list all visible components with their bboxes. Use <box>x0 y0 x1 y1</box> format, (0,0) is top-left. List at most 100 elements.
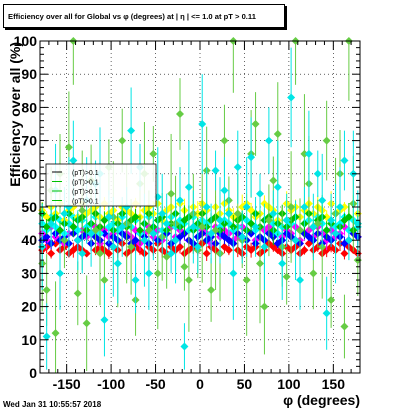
data-point <box>273 129 282 138</box>
data-point <box>109 242 118 251</box>
data-point <box>309 269 318 278</box>
data-point <box>269 209 278 218</box>
data-point <box>198 222 207 231</box>
data-point <box>220 186 229 195</box>
data-point <box>220 136 229 145</box>
data-point <box>300 203 309 211</box>
data-point <box>82 319 91 328</box>
data-point <box>131 236 140 245</box>
data-point <box>87 229 96 238</box>
data-point <box>47 219 56 228</box>
y-tick-label: 60 <box>21 166 37 182</box>
data-point <box>256 189 264 198</box>
data-point <box>207 286 216 294</box>
data-point <box>189 222 198 231</box>
data-point <box>229 269 238 278</box>
data-point <box>256 259 264 268</box>
legend-entry-label: (pT)>0.1 <box>72 180 99 187</box>
data-point <box>144 269 153 278</box>
data-point <box>100 276 109 285</box>
data-point <box>340 156 349 165</box>
data-point <box>207 229 216 238</box>
x-tick-label: -50 <box>145 376 165 392</box>
data-point <box>282 216 291 225</box>
y-tick-label: 50 <box>21 199 37 215</box>
data-point <box>42 232 51 241</box>
data-point <box>300 246 309 255</box>
grid-lines <box>40 41 360 373</box>
data-point <box>238 232 247 241</box>
legend-entry-label: (pT)>0.1 <box>72 189 99 196</box>
data-point <box>287 93 296 102</box>
data-point <box>344 212 353 221</box>
data-point <box>131 276 140 285</box>
y-tick-label: 100 <box>14 33 38 49</box>
data-point <box>100 229 109 238</box>
data-point <box>140 236 149 245</box>
y-tick-label: 90 <box>21 66 37 82</box>
data-point <box>322 309 331 318</box>
data-point <box>264 136 273 145</box>
data-point <box>242 276 251 285</box>
x-tick-label: -150 <box>53 376 81 392</box>
data-point <box>322 136 331 145</box>
data-point <box>167 189 176 198</box>
data-point <box>73 289 82 298</box>
data-point <box>42 286 51 294</box>
data-point <box>340 249 349 258</box>
data-point <box>344 236 353 245</box>
y-tick-label: 0 <box>29 365 37 381</box>
data-point <box>167 249 176 258</box>
data-point <box>47 249 56 258</box>
data-point <box>296 276 304 285</box>
data-point <box>233 163 242 172</box>
data-point <box>153 269 162 278</box>
data-point <box>216 216 224 225</box>
series-group <box>38 37 362 373</box>
chart-title: Efficiency over all for Global vs φ (deg… <box>8 11 256 21</box>
data-point <box>162 219 171 228</box>
data-point <box>224 209 233 218</box>
data-point <box>184 276 193 285</box>
data-point <box>198 120 207 128</box>
data-point <box>158 209 167 218</box>
data-point <box>69 222 78 231</box>
data-point <box>327 295 336 304</box>
data-point <box>296 226 304 235</box>
data-point <box>104 249 113 258</box>
data-point <box>304 149 313 158</box>
x-tick-label: 150 <box>322 376 346 392</box>
data-point <box>118 136 127 145</box>
data-point <box>287 203 296 211</box>
data-point <box>264 216 273 225</box>
data-point <box>242 203 251 211</box>
data-point <box>42 332 51 341</box>
data-point <box>273 183 282 192</box>
data-point <box>96 249 104 258</box>
legend-entry-label: (pT)>0.1 <box>72 170 99 177</box>
data-point <box>211 166 220 175</box>
data-point <box>327 216 336 225</box>
data-point <box>82 249 91 258</box>
data-point <box>336 203 344 211</box>
y-tick-label: 10 <box>21 332 37 348</box>
data-point <box>127 242 136 251</box>
data-point <box>69 156 78 165</box>
data-point <box>180 342 189 351</box>
data-point <box>184 183 193 192</box>
x-tick-label: 50 <box>237 376 253 392</box>
data-point <box>202 249 211 258</box>
y-tick-label: 20 <box>21 299 37 315</box>
data-point <box>180 262 189 271</box>
data-point <box>202 203 211 211</box>
data-series <box>38 37 362 373</box>
data-point <box>176 110 184 119</box>
data-point <box>176 196 184 205</box>
data-point <box>318 196 327 205</box>
data-point <box>251 222 260 231</box>
y-tick-label: 40 <box>21 232 37 248</box>
data-point <box>193 242 202 251</box>
data-point <box>56 269 64 278</box>
data-point <box>282 272 291 281</box>
data-point <box>291 236 300 245</box>
